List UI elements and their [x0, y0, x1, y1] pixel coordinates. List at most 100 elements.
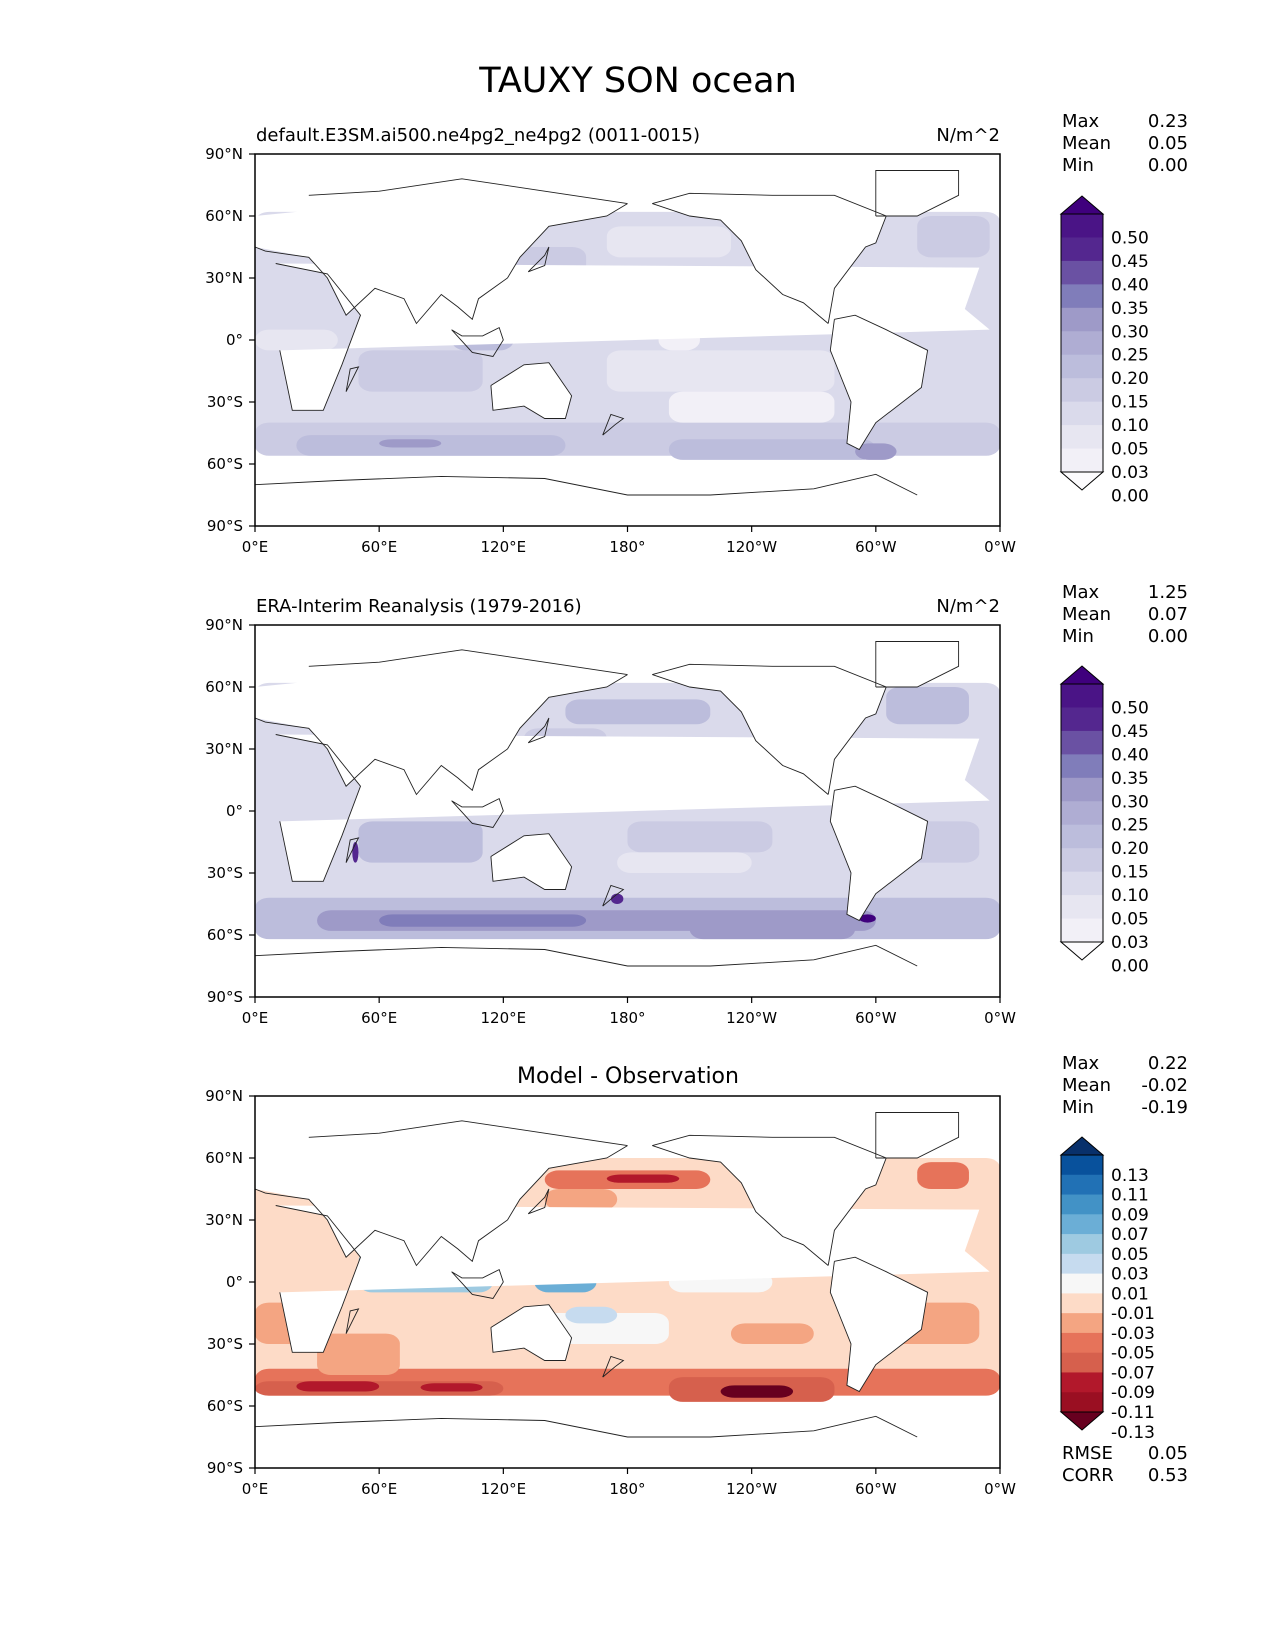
colorbar-swatch	[1061, 1332, 1103, 1354]
lat-tick-label: 60°N	[205, 1149, 243, 1167]
land-mask	[875, 170, 959, 216]
coastline	[254, 203, 628, 325]
land-mask	[255, 178, 628, 324]
field-contour	[668, 439, 876, 460]
footer-label: CORR	[1062, 1465, 1114, 1486]
coastline	[602, 884, 625, 907]
colorbar-swatch	[1061, 237, 1103, 262]
stat-label: Min	[1062, 1097, 1094, 1118]
lon-tick-label: 0°W	[984, 1480, 1016, 1498]
stat-value: 0.23	[1148, 111, 1188, 132]
coastline	[652, 1145, 829, 1266]
panel-center-title: Model - Observation	[517, 1064, 739, 1089]
map-field	[255, 641, 1000, 940]
lon-tick-label: 0°E	[242, 538, 269, 556]
coastline	[875, 641, 960, 688]
colorbar-tick-label: 0.11	[1111, 1186, 1149, 1206]
field-contour	[859, 914, 876, 923]
map-field	[255, 170, 1000, 460]
stat-value: 0.07	[1148, 604, 1188, 625]
colorbar-tick-label: -0.09	[1111, 1383, 1155, 1403]
colorbar-swatch	[1061, 401, 1103, 426]
colorbar-swatch	[1061, 754, 1103, 779]
stat-label: Max	[1062, 582, 1100, 603]
panel-difference: Model - Observation 90°N 60°N 30°N 0° 30…	[205, 1053, 1188, 1498]
lat-tick-label: 60°N	[205, 678, 243, 696]
coastline	[345, 837, 360, 863]
colorbar-extend-max	[1059, 195, 1105, 215]
lon-tick-label: 60°W	[855, 1480, 897, 1498]
colorbar-swatch	[1061, 1253, 1103, 1275]
coastline	[345, 366, 360, 392]
lat-tick-label: 30°S	[207, 1335, 243, 1353]
stat-label: Min	[1062, 626, 1094, 647]
stat-value: 0.22	[1148, 1053, 1188, 1074]
lat-tick-label: 0°	[226, 331, 243, 349]
colorbar-tick-label: 0.40	[1111, 745, 1149, 765]
lat-axis: 90°N 60°N 30°N 0° 30°S 60°S 90°S	[205, 145, 255, 535]
colorbar-swatch	[1061, 684, 1103, 708]
land-mask	[255, 649, 628, 795]
colorbar-swatch	[1061, 730, 1103, 755]
colorbar-swatch	[1061, 1155, 1103, 1176]
colorbar-tick-label: -0.05	[1111, 1344, 1155, 1364]
lat-tick-label: 0°	[226, 1273, 243, 1291]
land-mask	[875, 1112, 959, 1158]
colorbar-swatch	[1061, 1234, 1103, 1255]
footer-value: 0.53	[1148, 1465, 1188, 1486]
colorbar-tick-label: -0.11	[1111, 1403, 1155, 1423]
colorbar-swatch	[1061, 1273, 1103, 1294]
colorbar-tick-label: 0.05	[1111, 440, 1149, 460]
colorbar-frame	[1060, 1154, 1104, 1413]
coastline	[829, 314, 929, 451]
coastline	[875, 170, 960, 217]
colorbar-tick-label: 0.03	[1111, 933, 1149, 953]
colorbar-tick-label: 0.25	[1111, 346, 1149, 366]
colorbar-swatch	[1061, 1174, 1103, 1196]
colorbar-tick-label: 0.00	[1111, 486, 1149, 506]
colorbar-tick-label: -0.07	[1111, 1363, 1155, 1383]
coastlines	[254, 641, 990, 967]
colorbar-swatch	[1061, 307, 1103, 332]
panel-units: N/m^2	[936, 596, 1000, 617]
stat-label: Mean	[1062, 1075, 1111, 1096]
colorbar-tick-label: 0.01	[1111, 1284, 1149, 1304]
stat-value: 0.00	[1148, 155, 1188, 176]
stat-label: Mean	[1062, 133, 1111, 154]
colorbar-tick-label: 0.10	[1111, 416, 1149, 436]
lat-tick-label: 90°S	[207, 517, 243, 535]
lon-tick-label: 60°E	[361, 538, 397, 556]
lon-tick-label: 60°W	[855, 1009, 897, 1027]
land-mask	[830, 786, 928, 921]
field-contour	[544, 1189, 618, 1210]
stat-value: 1.25	[1148, 582, 1188, 603]
field-contour	[358, 350, 483, 392]
coastline	[254, 674, 628, 796]
stat-label: Mean	[1062, 604, 1111, 625]
colorbar-tick-label: 0.40	[1111, 275, 1149, 295]
coastline	[451, 326, 504, 358]
colorbar-extend-min	[1059, 941, 1105, 961]
field-contour	[606, 1174, 680, 1183]
colorbar-tick-label: 0.35	[1111, 299, 1149, 319]
coastline	[345, 1308, 360, 1334]
field-contour	[886, 687, 969, 725]
land-mask	[830, 315, 928, 450]
lat-axis: 90°N 60°N 30°N 0° 30°S 60°S 90°S	[205, 616, 255, 1006]
lat-tick-label: 60°S	[207, 1397, 243, 1415]
colorbar-tick-label: 0.13	[1111, 1166, 1149, 1186]
coastline	[527, 246, 550, 273]
colorbar-swatch	[1061, 707, 1103, 732]
lon-tick-label: 120°E	[481, 1480, 527, 1498]
stat-label: Min	[1062, 155, 1094, 176]
coastlines	[254, 1112, 990, 1438]
land-mask	[490, 1304, 572, 1361]
colorbar-swatch	[1061, 448, 1103, 473]
lat-tick-label: 60°S	[207, 455, 243, 473]
lon-tick-label: 120°W	[726, 1009, 777, 1027]
colorbar-tick-label: 0.30	[1111, 792, 1149, 812]
colorbar-tick-label: 0.45	[1111, 722, 1149, 742]
field-contour	[610, 893, 624, 904]
field-contour	[917, 216, 990, 258]
